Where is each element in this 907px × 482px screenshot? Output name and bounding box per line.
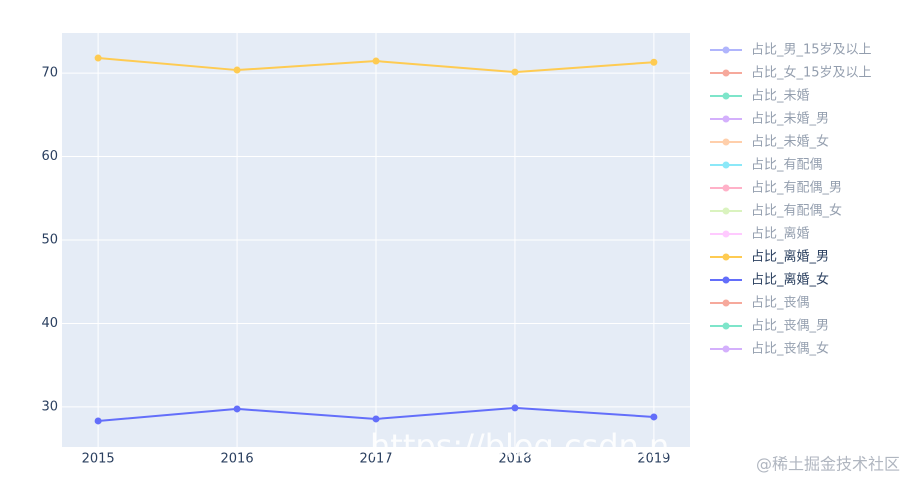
legend-item[interactable]: 占比_离婚 [710,226,810,242]
legend-marker[interactable] [722,184,730,192]
legend-item[interactable]: 占比_有配偶 [710,158,823,173]
legend-item[interactable]: 占比_离婚_男 [710,249,829,265]
legend-item[interactable]: 占比_未婚_男 [710,112,829,127]
legend-marker[interactable] [722,161,730,169]
legend-item[interactable]: 占比_有配偶_女 [710,203,842,219]
y-tick-label: 60 [41,149,58,164]
point [650,413,658,421]
point [372,57,380,65]
legend-item[interactable]: 占比_男_15岁及以上 [710,43,872,58]
point [372,415,380,423]
legend-item[interactable]: 占比_女_15岁及以上 [710,65,872,81]
legend-item[interactable]: 占比_有配偶_男 [710,181,842,196]
legend-label[interactable]: 占比_女_15岁及以上 [751,65,872,81]
x-tick-label: 2017 [359,452,392,467]
legend-label[interactable]: 占比_离婚 [751,226,810,242]
legend-marker[interactable] [722,207,730,215]
point [233,405,241,413]
point [94,417,102,425]
x-tick-label: 2016 [221,452,254,467]
legend-marker[interactable] [722,230,730,238]
legend-item[interactable]: 占比_未婚_女 [710,134,829,150]
y-tick-label: 50 [41,233,58,248]
legend-item[interactable]: 占比_未婚 [710,89,810,104]
x-tick-label: 2018 [498,452,531,467]
legend-marker[interactable] [722,69,730,77]
legend-label[interactable]: 占比_离婚_男 [751,249,829,265]
legend-label[interactable]: 占比_有配偶 [751,158,823,173]
legend-label[interactable]: 占比_未婚_男 [751,112,829,127]
legend-label[interactable]: 占比_有配偶_男 [751,181,842,196]
legend-marker[interactable] [722,138,730,146]
y-tick-label: 70 [41,66,58,81]
legend-item[interactable]: 占比_丧偶_女 [710,341,829,357]
legend-marker[interactable] [722,46,730,54]
legend-label[interactable]: 占比_未婚 [751,89,810,104]
legend-label[interactable]: 占比_有配偶_女 [751,203,842,219]
point [94,54,102,62]
legend-label[interactable]: 占比_丧偶 [751,296,810,311]
watermark: @稀土掘金技术社区 [756,455,900,474]
legend-label[interactable]: 占比_男_15岁及以上 [751,43,872,58]
legend-item[interactable]: 占比_丧偶 [710,296,810,311]
x-tick-label: 2015 [82,452,115,467]
point [650,58,658,66]
y-tick-label: 40 [41,316,58,331]
x-tick-label: 2019 [637,452,670,467]
legend-label[interactable]: 占比_丧偶_男 [751,319,829,334]
legend-label[interactable]: 占比_未婚_女 [751,134,829,150]
legend-marker[interactable] [722,276,730,284]
legend-marker[interactable] [722,92,730,100]
legend-marker[interactable] [722,253,730,261]
legend-label[interactable]: 占比_丧偶_女 [751,341,829,357]
legend-marker[interactable] [722,299,730,307]
legend-marker[interactable] [722,345,730,353]
legend-item[interactable]: 占比_离婚_女 [710,272,829,288]
legend-item[interactable]: 占比_丧偶_男 [710,319,829,334]
point [511,68,519,76]
watermark: https://blog.csdn.n [370,427,669,465]
y-tick-label: 30 [41,399,58,414]
legend-label[interactable]: 占比_离婚_女 [751,272,829,288]
legend-marker[interactable] [722,322,730,330]
point [233,66,241,74]
legend-marker[interactable] [722,115,730,123]
point [511,404,519,412]
